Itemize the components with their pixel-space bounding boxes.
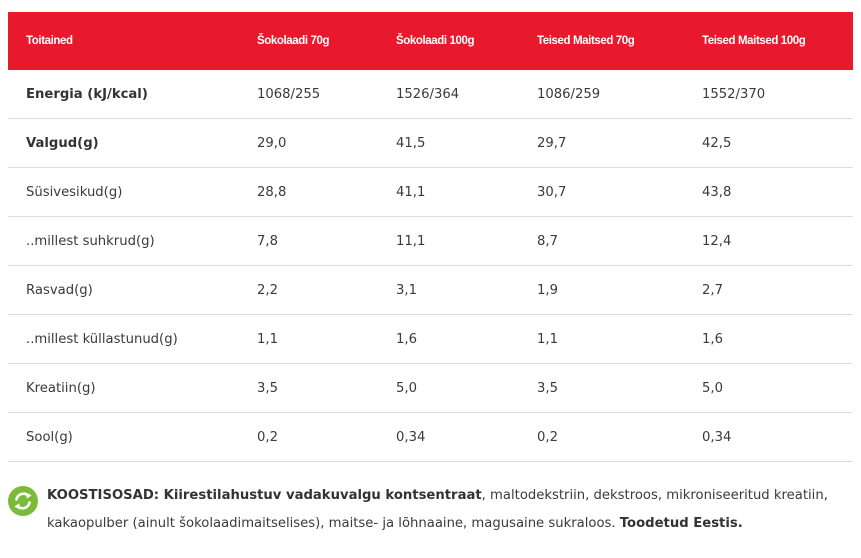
table-row: ..millest küllastunud(g) 1,1 1,6 1,1 1,6 [8,314,853,364]
table-row: Energia (kJ/kcal) 1068/255 1526/364 1086/25… [8,70,853,119]
table-cell: 11,1 [379,216,520,266]
table-cell: 1,1 [520,314,685,364]
table-cell: 1,1 [240,314,379,364]
table-cell: 3,1 [379,265,520,315]
table-cell: 0,34 [685,412,853,462]
table-cell: 7,8 [240,216,379,266]
table-cell: 1,6 [379,314,520,364]
header-other-flavors-70g: Teised Maitsed 70g [537,35,635,47]
table-cell: 1086/259 [520,70,685,119]
row-label: ..millest suhkrud(g) [8,216,240,266]
row-label: Sool(g) [8,412,240,462]
table-cell: 29,0 [240,118,379,168]
table-cell: 1552/370 [685,70,853,119]
table-cell: 30,7 [520,167,685,217]
table-cell: 0,34 [379,412,520,462]
table-row: ..millest suhkrud(g) 7,8 11,1 8,7 12,4 [8,216,853,266]
table-cell: 2,2 [240,265,379,315]
header-chocolate-70g: Šokolaadi 70g [257,35,330,47]
table-cell: 1068/255 [240,70,379,119]
recycle-icon [8,486,38,516]
ingredients-text: KOOSTISOSAD: Kiirestilahustuv vadakuvalg… [47,482,853,538]
nutrition-table-header: Toitained Šokolaadi 70g Šokolaadi 100g T… [8,12,853,70]
table-row: Kreatiin(g) 3,5 5,0 3,5 5,0 [8,363,853,413]
table-cell: 42,5 [685,118,853,168]
table-cell: 1,6 [685,314,853,364]
row-label: Rasvad(g) [8,265,240,315]
table-cell: 3,5 [520,363,685,413]
header-nutrients: Toitained [26,35,73,47]
table-cell: 2,7 [685,265,853,315]
table-cell: 41,1 [379,167,520,217]
table-cell: 0,2 [520,412,685,462]
origin-note: Toodetud Eestis. [619,516,743,531]
row-label: Valgud(g) [8,118,240,168]
ingredients-heading: KOOSTISOSAD: Kiirestilahustuv vadakuvalg… [47,488,482,503]
table-row: Süsivesikud(g) 28,8 41,1 30,7 43,8 [8,167,853,217]
table-row: Valgud(g) 29,0 41,5 29,7 42,5 [8,118,853,168]
table-cell: 43,8 [685,167,853,217]
table-cell: 1,9 [520,265,685,315]
row-label: ..millest küllastunud(g) [8,314,240,364]
header-row: Toitained Šokolaadi 70g Šokolaadi 100g T… [8,12,853,70]
nutrition-table-body: Energia (kJ/kcal) 1068/255 1526/364 1086/25… [8,70,853,462]
ingredients-body: , maltodekstriin, dekstroos, mikroniseer… [47,488,828,531]
table-cell: 5,0 [685,363,853,413]
table-cell: 1526/364 [379,70,520,119]
row-label: Energia (kJ/kcal) [8,70,240,119]
row-label: Kreatiin(g) [8,363,240,413]
table-cell: 28,8 [240,167,379,217]
table-cell: 5,0 [379,363,520,413]
table-cell: 41,5 [379,118,520,168]
table-cell: 0,2 [240,412,379,462]
ingredients-section: KOOSTISOSAD: Kiirestilahustuv vadakuvalg… [8,482,853,538]
row-label: Süsivesikud(g) [8,167,240,217]
nutrition-table: Toitained Šokolaadi 70g Šokolaadi 100g T… [8,12,853,462]
header-chocolate-100g: Šokolaadi 100g [396,35,475,47]
table-cell: 3,5 [240,363,379,413]
table-cell: 29,7 [520,118,685,168]
table-cell: 12,4 [685,216,853,266]
table-row: Rasvad(g) 2,2 3,1 1,9 2,7 [8,265,853,315]
header-other-flavors-100g: Teised Maitsed 100g [702,35,806,47]
table-row: Sool(g) 0,2 0,34 0,2 0,34 [8,412,853,462]
nutrition-table-container: Toitained Šokolaadi 70g Šokolaadi 100g T… [8,12,853,462]
table-cell: 8,7 [520,216,685,266]
